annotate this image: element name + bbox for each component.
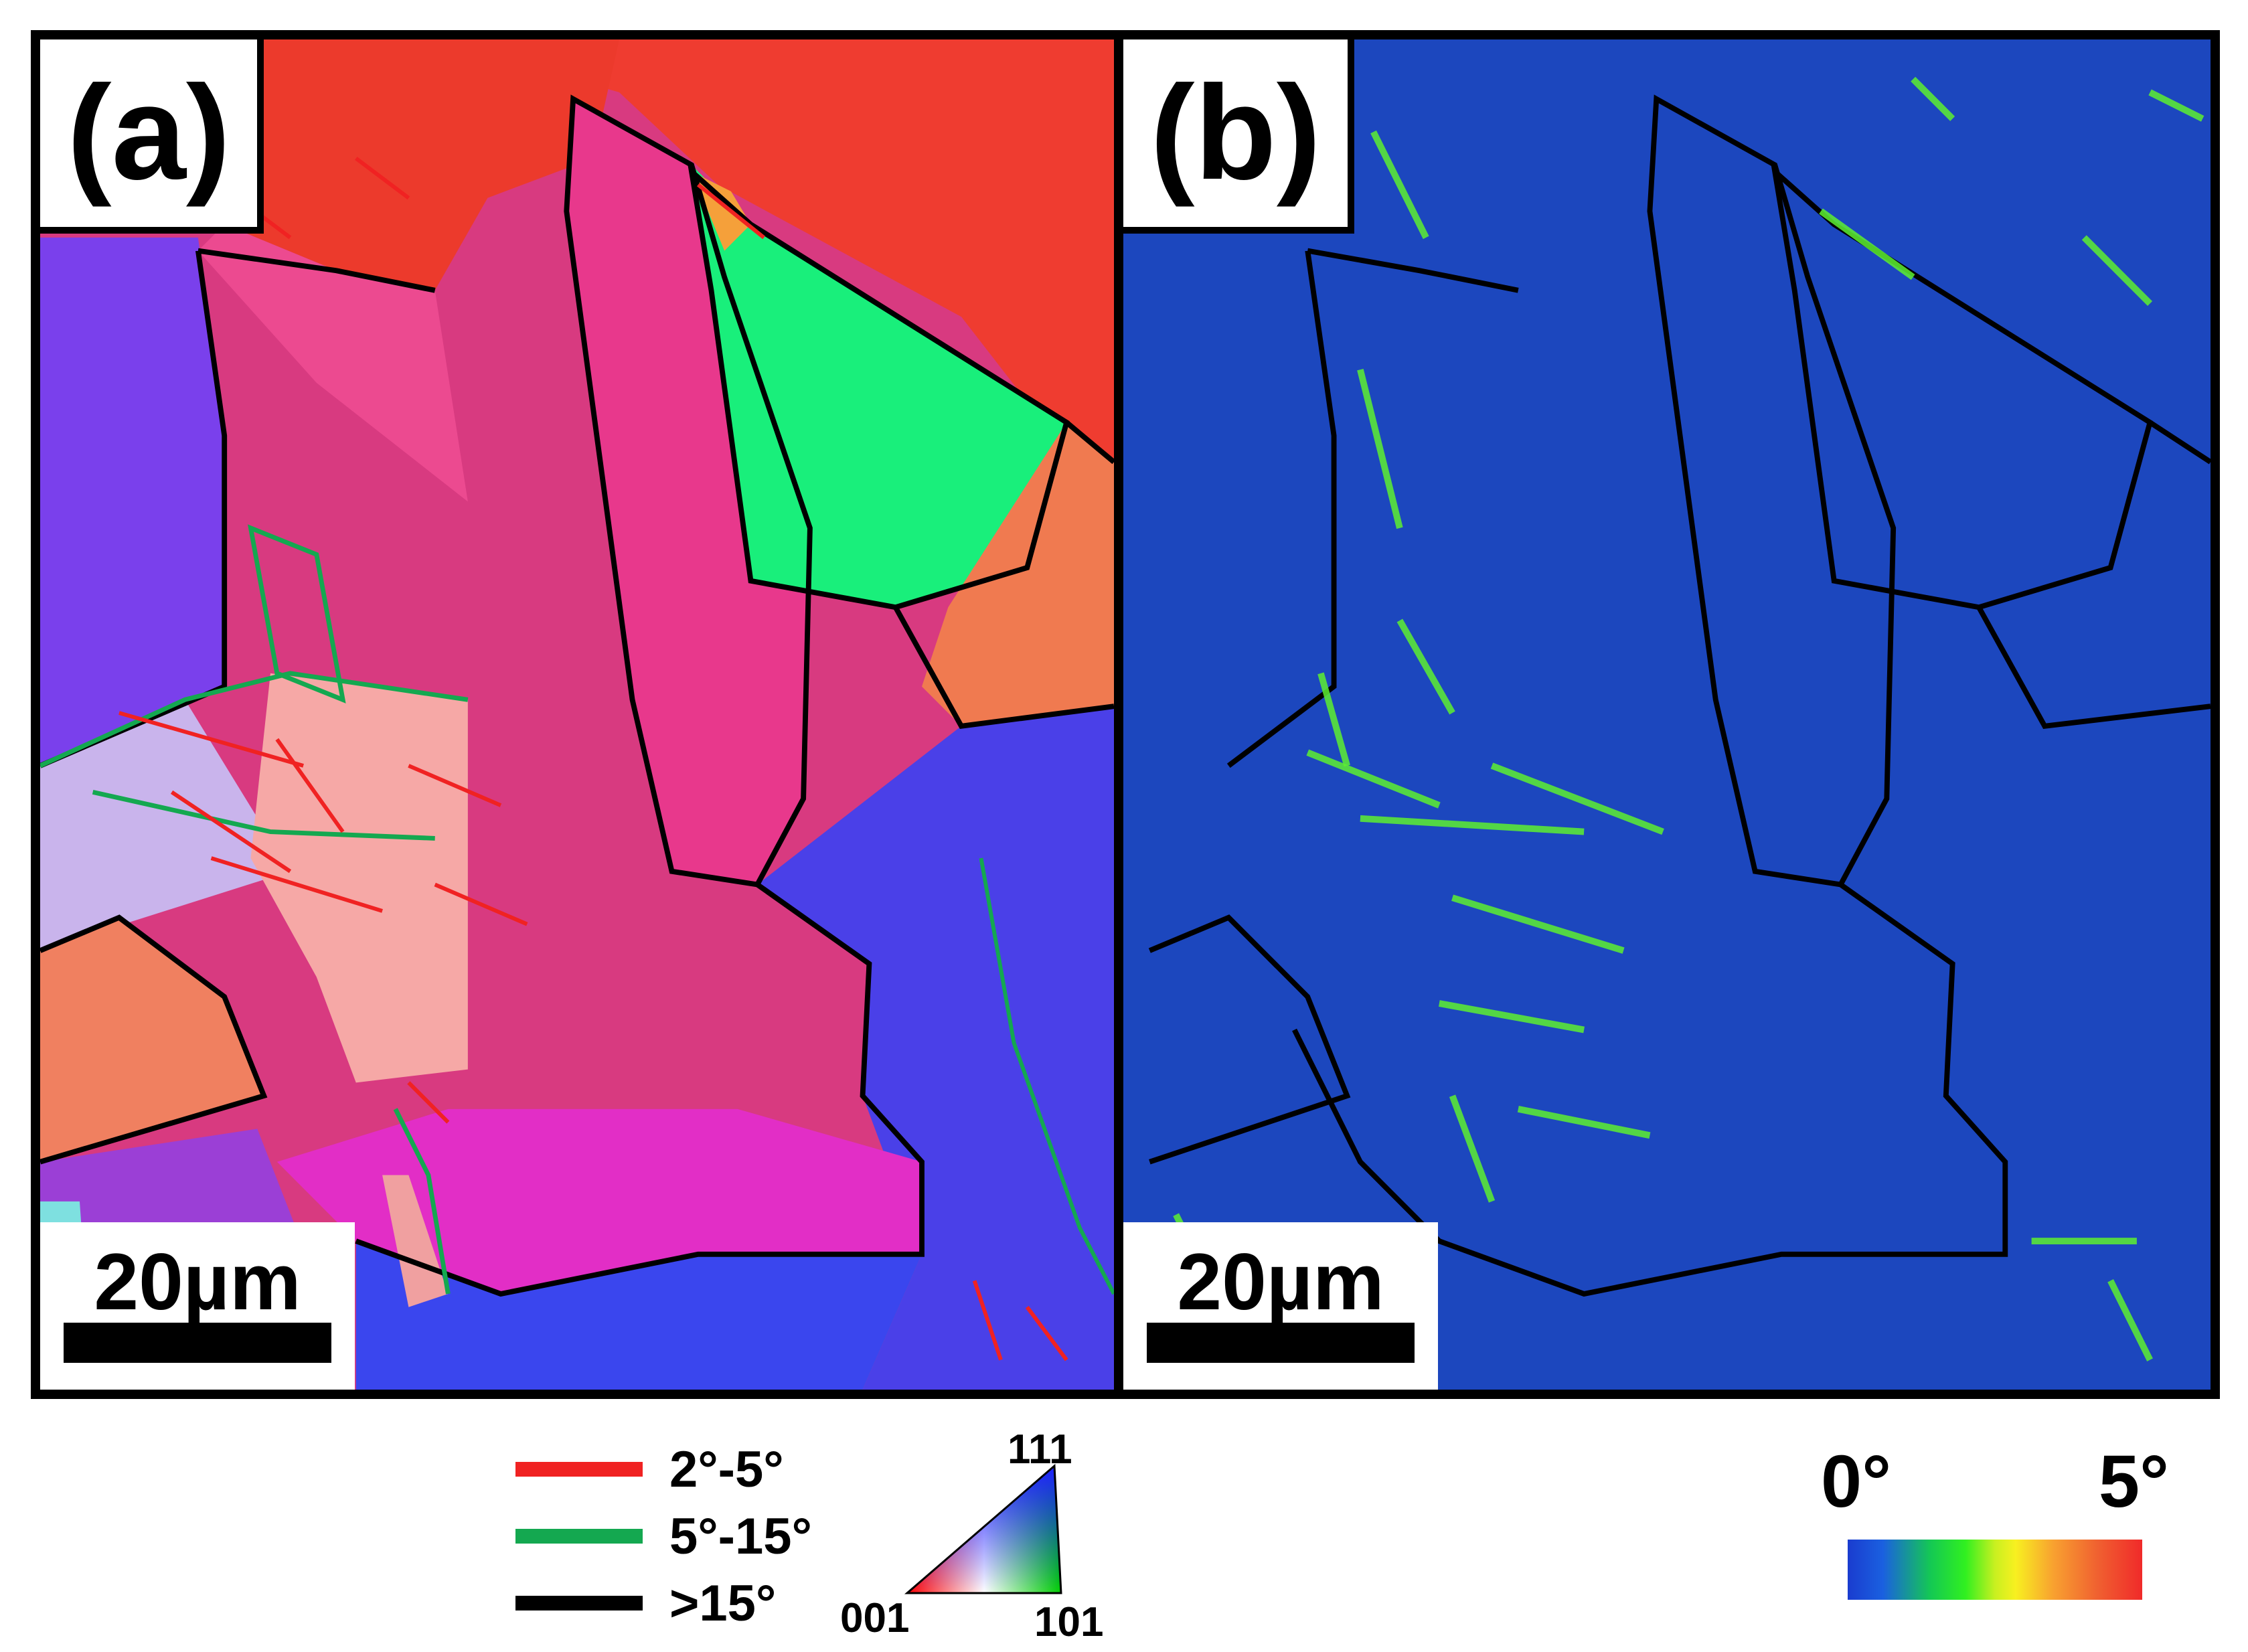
panel-b-label: (b): [1123, 39, 1355, 234]
panel-a-label: (a): [40, 39, 264, 234]
legend-item-mid-angle: 5°-15°: [515, 1508, 890, 1565]
boundary-legend: 2°-5° 5°-15° >15°: [515, 1432, 1118, 1633]
panel-a-scale-text: 20µm: [94, 1237, 301, 1327]
panel-b-label-text: (b): [1150, 58, 1321, 208]
ipf-label-111: 111: [1008, 1426, 1072, 1473]
color-bar-max-label: 5°: [2098, 1440, 2169, 1523]
ipf-color-key: 111 001 101: [840, 1426, 1121, 1647]
legend-swatch-black: [515, 1596, 643, 1610]
color-bar-min-label: 0°: [1821, 1440, 1892, 1523]
panel-a-scale-bar: 20µm: [40, 1222, 355, 1390]
kam-map-graphic: [1123, 39, 2211, 1390]
panel-b-scale-line: [1147, 1323, 1415, 1363]
legend-label: 2°-5°: [669, 1441, 784, 1498]
panel-a-label-text: (a): [67, 58, 231, 208]
panel-b-scale-bar: 20µm: [1123, 1222, 1438, 1390]
legend-swatch-green: [515, 1529, 643, 1544]
legend-item-low-angle: 2°-5°: [515, 1441, 890, 1498]
legend-item-high-angle: >15°: [515, 1575, 890, 1632]
ipf-triangle: [904, 1463, 1062, 1594]
misorientation-color-bar: 0° 5°: [1821, 1439, 2169, 1606]
legend-label: 5°-15°: [669, 1508, 812, 1565]
ipf-map-panel: (a) 20µm: [31, 30, 1123, 1399]
panel-b-scale-text: 20µm: [1177, 1237, 1384, 1327]
color-bar-gradient: [1848, 1540, 2142, 1600]
legend-swatch-red: [515, 1462, 643, 1477]
ipf-map-graphic: [40, 39, 1114, 1390]
ipf-label-001: 001: [840, 1595, 910, 1641]
legend-label: >15°: [669, 1575, 777, 1632]
panel-a-scale-line: [64, 1323, 331, 1363]
kam-map-panel: (b) 20µm: [1114, 30, 2220, 1399]
ipf-label-101: 101: [1034, 1599, 1104, 1645]
